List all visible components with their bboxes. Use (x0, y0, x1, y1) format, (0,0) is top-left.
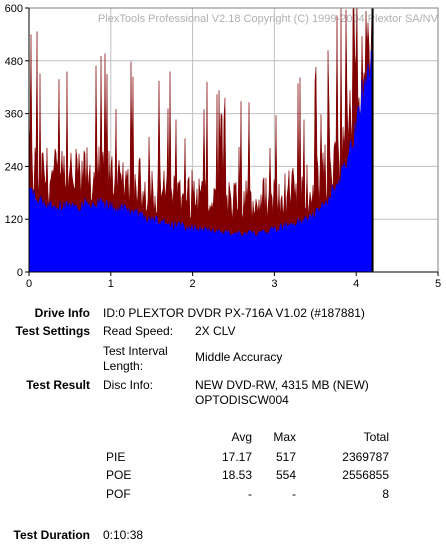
test-settings-label: Test Settings (15, 324, 90, 338)
pie-max: 517 (275, 450, 296, 464)
y-tick-label: 360 (5, 109, 23, 121)
y-tick-label: 240 (5, 161, 23, 173)
pof-avg: - (248, 487, 252, 501)
pie-total: 2369787 (342, 450, 389, 464)
x-tick-label: 5 (435, 278, 441, 290)
poe-series-area (28, 7, 373, 273)
disc-info-value-line2: OPTODISCW004 (195, 393, 289, 407)
drive-info-value: ID:0 PLEXTOR DVDR PX-716A V1.02 (#187881… (103, 306, 365, 320)
y-tick-label: 0 (17, 267, 23, 279)
axes: 0 120 240 360 480 600 0 1 2 3 4 5 (5, 3, 441, 290)
series-group (28, 7, 374, 273)
test-duration-label: Test Duration (13, 528, 90, 542)
disc-info-label: Disc Info: (103, 378, 154, 392)
chart-watermark: PlexTools Professional V2.18 Copyright (… (98, 13, 439, 25)
x-tick-label: 2 (190, 278, 196, 290)
avg-header: Avg (231, 430, 252, 444)
x-tick-label: 0 (26, 278, 32, 290)
drive-info-label: Drive Info (34, 306, 90, 320)
pof-row-name: POF (106, 487, 131, 501)
test-result-label: Test Result (26, 378, 90, 392)
pof-total: 8 (382, 487, 389, 501)
pie-row-name: PIE (106, 450, 126, 464)
pie-series-area (28, 49, 373, 273)
read-speed-label: Read Speed: (103, 324, 174, 338)
y-tick-label: 480 (5, 56, 23, 68)
poe-max: 554 (275, 468, 296, 482)
x-tick-label: 1 (108, 278, 114, 290)
x-tick-label: 3 (271, 278, 277, 290)
y-tick-label: 120 (5, 214, 23, 226)
pie-avg: 17.17 (221, 450, 252, 464)
poe-avg: 18.53 (221, 468, 252, 482)
disc-info-value-line1: NEW DVD-RW, 4315 MB (NEW) (195, 378, 369, 392)
max-header: Max (273, 430, 296, 444)
test-interval-label-line1: Test Interval (103, 344, 168, 358)
error-rate-chart: PlexTools Professional V2.18 Copyright (… (5, 3, 441, 290)
poe-row-name: POE (106, 468, 132, 482)
test-interval-value: Middle Accuracy (195, 350, 283, 364)
total-header: Total (363, 430, 389, 444)
pof-max: - (292, 487, 296, 501)
poe-total: 2556855 (342, 468, 389, 482)
x-tick-label: 4 (353, 278, 359, 290)
test-interval-label-line2: Length: (103, 359, 144, 373)
y-tick-label: 600 (5, 3, 23, 15)
test-duration-value: 0:10:38 (103, 528, 144, 542)
read-speed-value: 2X CLV (195, 324, 236, 338)
